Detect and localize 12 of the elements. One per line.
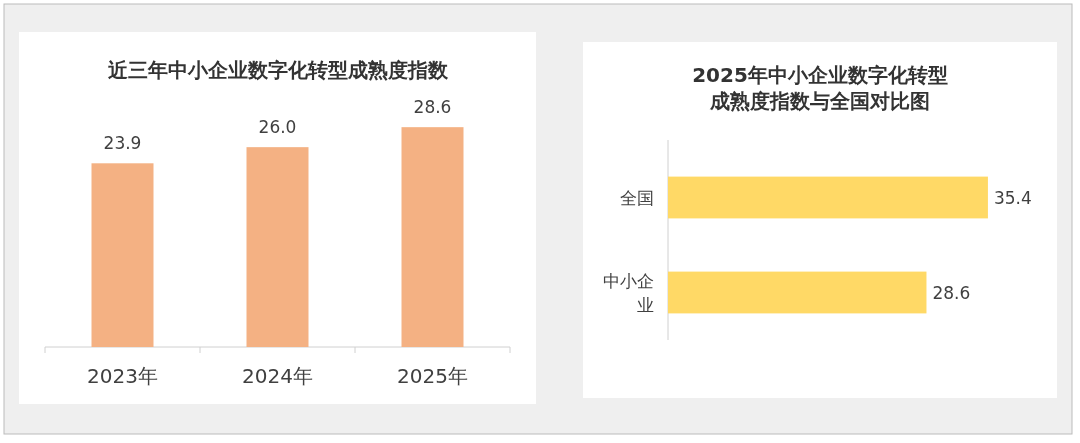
data-label: 23.9 — [103, 133, 142, 154]
x-tick-label: 2023年 — [87, 364, 158, 388]
y-tick-label: 中小企业 — [603, 270, 654, 315]
chart-title: 近三年中小企业数字化转型成熟度指数 — [106, 58, 449, 82]
x-tick-label: 2024年 — [242, 364, 313, 388]
data-label: 26.0 — [258, 117, 297, 138]
data-label: 28.6 — [932, 282, 971, 303]
y-tick-label: 全国 — [620, 187, 654, 208]
x-tick-label: 2025年 — [397, 364, 468, 388]
data-label: 35.4 — [993, 187, 1032, 208]
data-label: 28.6 — [413, 97, 452, 118]
chart-title: 2025年中小企业数字化转型成熟度指数与全国对比图 — [692, 63, 948, 113]
